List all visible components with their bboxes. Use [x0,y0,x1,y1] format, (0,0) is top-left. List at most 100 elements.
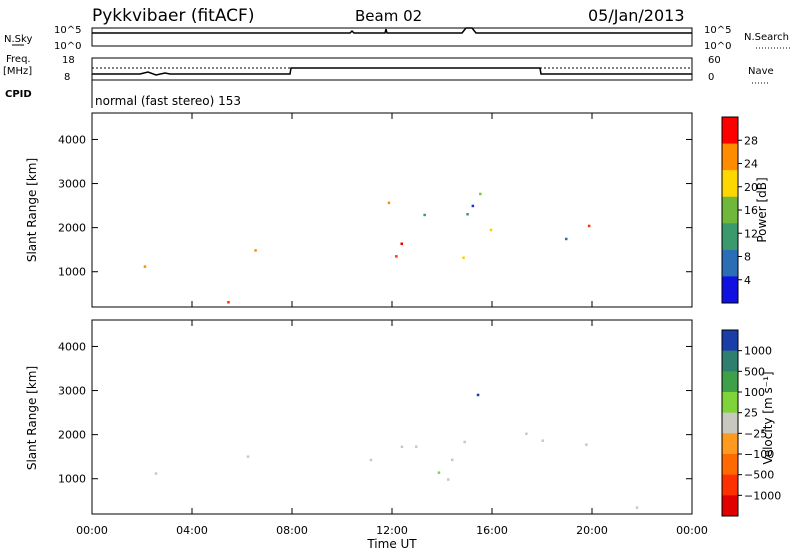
nsky-tick-bottom: 10^0 [54,41,81,52]
power-cell [395,255,398,258]
velocity-cell [154,472,158,475]
vel-cbar-swatch [722,392,738,414]
vel-cbar-swatch [722,495,738,517]
power-cbar-tick-label: 20 [744,181,758,194]
power-cell [423,213,426,217]
vel-cbar-swatch [722,454,738,476]
velocity-cell [400,445,404,449]
power-cell [387,201,391,205]
x-tick-label: 00:00 [76,524,108,537]
nave-label: Nave [748,66,774,77]
power-cell [489,228,493,232]
power-cell [471,204,475,208]
vel-cbar-swatch [722,350,738,372]
velocity-panel-bg [92,320,692,514]
power-cbar-tick-label: 8 [744,251,751,264]
time-x-axis: 00:00 04:00 08:00 12:00 16:00 20:00 00:00 [76,113,708,537]
power-y-axis: 1000 2000 3000 4000 [58,133,692,279]
station-title: Pykkvibaer (fitACF) [92,6,254,26]
velocity-colorbar: −1000 −500 −100 −25 25 100 500 1000 [721,329,781,517]
y-tick-label: 2000 [58,222,86,235]
y-tick-label: 3000 [58,385,86,398]
vel-cbar-tick-label: −25 [744,427,767,440]
vel-cbar-tick-label: 1000 [744,345,772,358]
vel-cbar-tick-label: −100 [744,448,774,461]
power-cell [400,242,403,245]
vel-cbar-tick-label: −1000 [744,489,781,502]
freq-tick-top: 18 [62,55,75,66]
x-tick-label: 16:00 [476,524,508,537]
velocity-cell [369,458,373,462]
y-tick-label: 4000 [58,133,86,146]
power-cbar-tick-label: 4 [744,274,751,287]
power-colorbar-label: Power [dB] [755,177,769,242]
velocity-cell [451,458,454,462]
nsearch-label: N.Search [744,32,789,43]
x-tick-label: 08:00 [276,524,308,537]
power-cell [479,192,482,196]
velocity-cell [447,478,450,481]
vel-cbar-swatch [722,371,738,393]
power-cbar-tick-label: 24 [744,158,758,171]
power-cbar-swatch [722,196,738,224]
power-cbar-swatch [722,249,738,277]
velocity-y-axis: 1000 2000 3000 4000 [58,340,692,486]
power-cbar-tick-label: 12 [744,227,758,240]
power-cell [227,301,230,304]
power-cbar-swatch [722,223,738,251]
velocity-heatmap [154,393,639,509]
power-cell [565,237,568,241]
nsky-label: N.Sky [4,34,32,45]
vel-cbar-swatch [722,330,738,352]
velocity-colorbar-label: Velocity [m s⁻¹] [761,371,775,464]
x-tick-label: 20:00 [576,524,608,537]
power-colorbar: 4 8 12 16 20 24 28 [721,116,758,304]
power-cbar-tick-label: 16 [744,204,758,217]
x-tick-label: 00:00 [676,524,708,537]
velocity-cell [585,443,588,446]
power-cbar-swatch [722,170,738,198]
power-panel-bg [92,113,692,307]
freq-trace [92,67,692,76]
freq-label-bottom: [MHz] [3,66,32,77]
vel-cbar-tick-label: 100 [744,386,765,399]
nave-tick-bottom: 0 [708,72,714,83]
y-tick-label: 4000 [58,340,86,353]
power-y-label: Slant Range [km] [25,158,39,262]
velocity-cell [476,393,480,397]
vel-cbar-swatch [722,433,738,455]
vel-cbar-frame [721,329,739,517]
nsky-tick-top: 10^5 [54,25,81,36]
vel-cbar-swatch [722,474,738,496]
power-cell [254,249,257,252]
power-cell [462,256,465,259]
x-axis-label: Time UT [366,537,417,551]
power-cbar-tick-label: 28 [744,134,758,147]
freq-strip-frame [91,57,693,81]
power-cell [587,224,591,228]
x-tick-label: 04:00 [176,524,208,537]
velocity-cell [525,432,528,435]
vel-cbar-tick-label: 500 [744,365,765,378]
cpid-text: normal (fast stereo) 153 [95,94,241,108]
velocity-cell [415,445,418,448]
y-tick-label: 1000 [58,473,86,486]
power-heatmap [143,192,591,304]
vel-cbar-tick-label: 25 [744,407,758,420]
velocity-y-label: Slant Range [km] [25,366,39,470]
power-cbar-swatch [722,143,738,171]
power-cell [466,213,469,216]
y-tick-label: 2000 [58,429,86,442]
x-tick-label: 12:00 [376,524,408,537]
velocity-cell [246,455,250,458]
y-tick-label: 1000 [58,266,86,279]
velocity-cell [541,439,544,442]
freq-tick-bottom: 8 [64,72,70,83]
velocity-cell [463,440,466,444]
power-cbar-swatch [722,276,738,304]
power-cbar-swatch [722,117,738,145]
vel-cbar-tick-label: −500 [744,469,774,482]
vel-cbar-swatch [722,412,738,434]
